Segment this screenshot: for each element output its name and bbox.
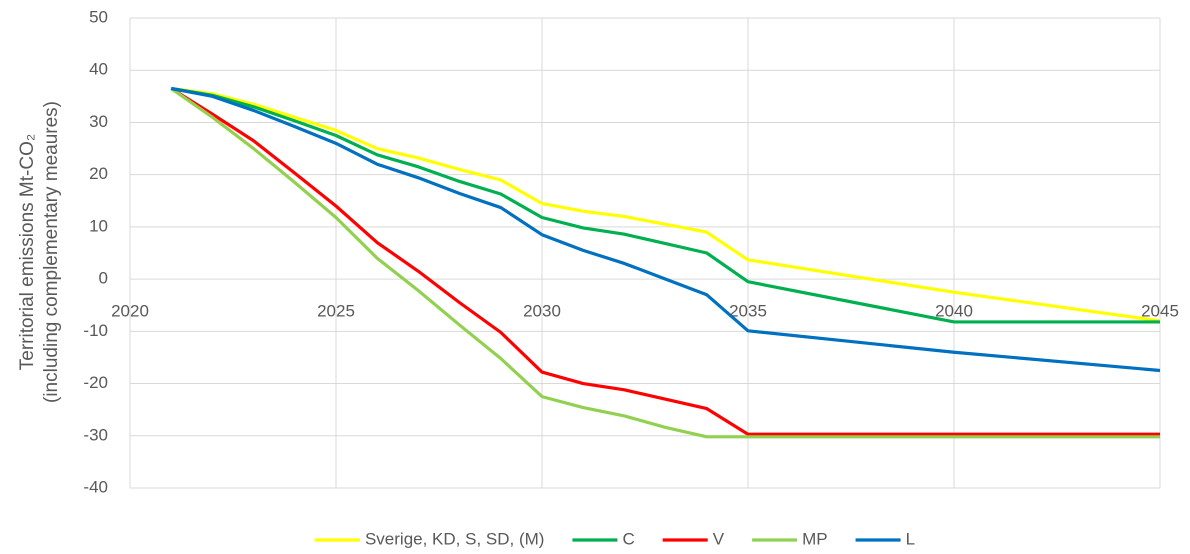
series-line: [170, 87, 1160, 439]
x-tick-label: 2045: [1141, 302, 1179, 321]
legend-label: MP: [802, 529, 828, 548]
legend-label: V: [713, 529, 725, 548]
legend: Sverige, KD, S, SD, (M) C V MP L: [314, 529, 915, 548]
y-tick-label: 20: [89, 164, 108, 183]
y-axis-label: (including complementary meaures): [41, 101, 62, 403]
y-tick-label: 0: [99, 269, 108, 288]
x-tick-label: 2035: [729, 302, 767, 321]
legend-label: L: [906, 529, 915, 548]
y-tick-label: -40: [83, 477, 108, 496]
x-tick-label: 2025: [317, 302, 355, 321]
y-tick-label: 50: [89, 7, 108, 26]
x-tick-label: 2030: [523, 302, 561, 321]
y-tick-label: 10: [89, 216, 108, 235]
series-line: [170, 86, 1161, 373]
plot: [170, 86, 1161, 439]
x-tick-label: 2040: [935, 302, 973, 321]
y-tick-label: -20: [83, 373, 108, 392]
y-tick-label: 30: [89, 112, 108, 131]
y-tick-label: 40: [89, 60, 108, 79]
legend-label: C: [622, 529, 634, 548]
y-tick-label: -30: [83, 425, 108, 444]
series-line: [170, 86, 1161, 323]
y-axis-label: Territorial emissions Mt-CO₂: [17, 134, 38, 370]
series-line: [170, 87, 1160, 436]
y-tick-label: -10: [83, 321, 108, 340]
x-tick-label: 2020: [111, 302, 149, 321]
legend-label: Sverige, KD, S, SD, (M): [365, 529, 544, 548]
series-line: [170, 86, 1160, 324]
